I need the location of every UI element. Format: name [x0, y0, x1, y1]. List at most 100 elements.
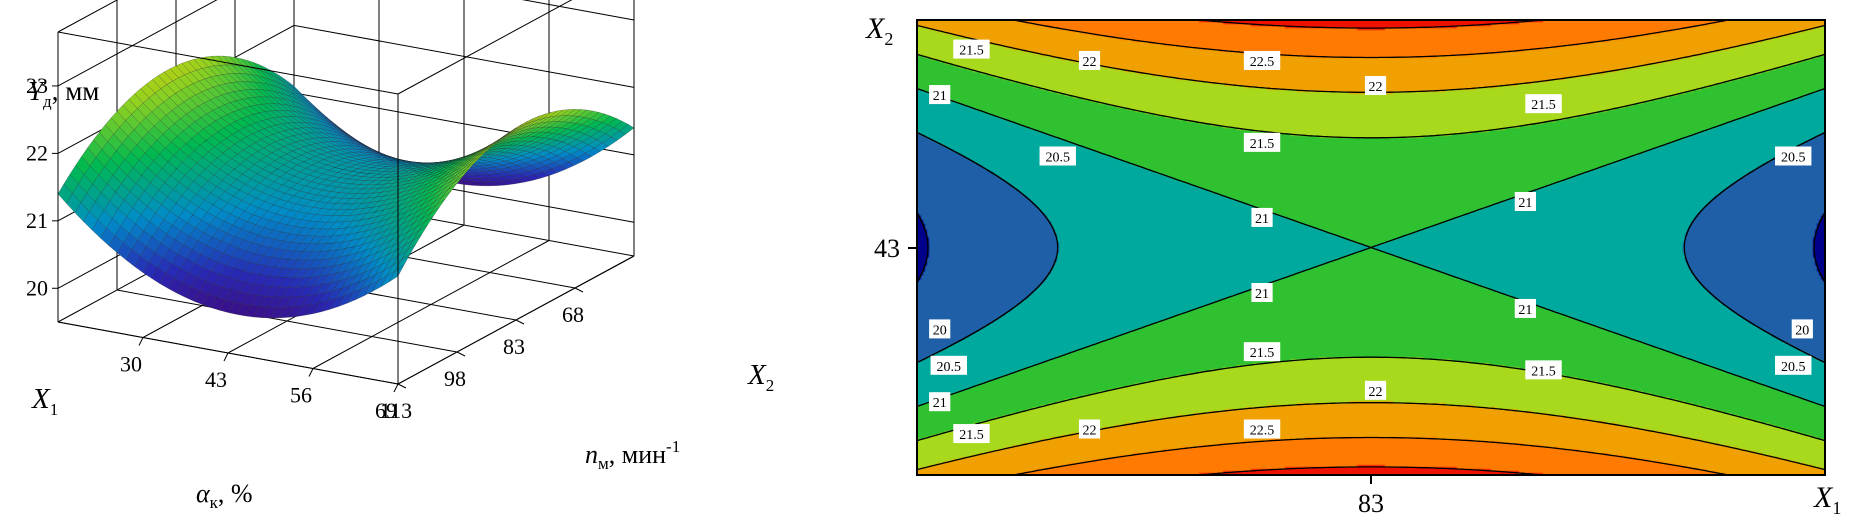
alpha-tick	[223, 352, 229, 362]
contour-label: 22.5	[1250, 55, 1275, 70]
y-tick-label-43: 43	[874, 234, 900, 263]
n-tick	[456, 351, 466, 357]
contour-label: 22	[1083, 424, 1097, 439]
contour-label-bg	[1364, 380, 1387, 400]
contour-label: 21.5	[1250, 346, 1275, 361]
contour-label: 20	[933, 323, 947, 338]
contour-line	[917, 356, 1825, 442]
contour-label-bg	[1243, 342, 1281, 362]
contour-label: 21	[933, 396, 947, 411]
surface-facet	[389, 265, 405, 282]
surface-chart: 20 21 22 23 30 43 56 69 68 83 98 113 Yд, мм X1 X2 α…	[26, 0, 774, 512]
surface-grid-line	[312, 240, 550, 369]
contour-label-bg	[1039, 146, 1076, 166]
n-tick	[397, 383, 407, 389]
z-tick-label: 20	[26, 275, 48, 300]
z-tick-label: 21	[26, 208, 48, 233]
contour-label-bg	[1514, 192, 1536, 211]
contour-label-bg	[1514, 298, 1536, 318]
contour-label: 20	[1795, 323, 1809, 338]
alpha-tick	[393, 383, 399, 393]
contour-labels: 21.5 22 22.5 22 21.5 21.5 21 20.5 20.5 21 21 20 21 21…	[929, 39, 1813, 444]
contour-label-bg	[1775, 146, 1812, 166]
contour-line	[1010, 20, 1732, 59]
contour-line	[1192, 466, 1550, 475]
alpha-axis-label: αк, %	[196, 479, 253, 512]
n-axis-label: nм, мин-1	[585, 437, 680, 473]
alpha-tick	[138, 337, 144, 346]
contour-label-bg	[1078, 419, 1101, 439]
contour-label-bg	[953, 39, 990, 59]
alpha-tick-label: 30	[120, 352, 142, 377]
contour-label: 21	[933, 89, 947, 104]
contour-label-bg	[929, 392, 951, 412]
x1-axis-label-3d: X1	[31, 383, 58, 419]
contour-label-bg	[1243, 419, 1281, 439]
contour-label: 21	[1255, 212, 1269, 227]
contour-lines	[917, 20, 1825, 475]
contour-label: 20.5	[1045, 151, 1070, 166]
contour-line	[917, 53, 1825, 139]
surface-box-edge	[397, 0, 573, 95]
contour-label: 22	[1369, 385, 1383, 400]
contour-label-bg	[1525, 94, 1562, 114]
surface-ticks: 20 21 22 23 30 43 56 69 68 83 98 113	[26, 73, 584, 423]
x2-axis-label-3d: X2	[747, 359, 774, 395]
contour-label: 21	[1255, 287, 1269, 302]
z-tick-label: 23	[26, 73, 48, 98]
contour-label: 21.5	[1531, 98, 1556, 113]
contour-label-bg	[1364, 75, 1387, 95]
contour-label: 20.5	[1781, 360, 1806, 375]
contour-label-bg	[929, 85, 951, 105]
contour-line	[917, 87, 1825, 249]
contour-label: 22.5	[1250, 424, 1275, 439]
contour-label-bg	[1525, 360, 1562, 380]
contour-line	[1010, 436, 1732, 475]
contour-line	[1683, 131, 1825, 364]
n-tick-label: 83	[503, 334, 525, 359]
n-tick-label: 68	[562, 302, 584, 327]
surface-box-edge	[57, 31, 399, 95]
contour-label: 20.5	[937, 360, 962, 375]
contour-label-bg	[1775, 355, 1812, 375]
x2-axis-label: X2	[865, 12, 893, 49]
contour-line	[1813, 211, 1825, 284]
x-tick-label-83: 83	[1358, 489, 1384, 518]
surface-mesh	[57, 55, 635, 319]
n-tick	[574, 287, 584, 293]
contour-label: 21	[1518, 196, 1532, 211]
alpha-tick-label: 43	[205, 367, 227, 392]
contour-label: 20.5	[1781, 151, 1806, 166]
contour-label-bg	[1243, 132, 1281, 152]
contour-label-bg	[953, 424, 990, 444]
contour-label: 21.5	[959, 428, 984, 443]
n-tick-label: 113	[380, 398, 412, 423]
contour-label: 22	[1083, 55, 1097, 70]
n-tick-label: 98	[444, 366, 466, 391]
x1-axis-label: X1	[1813, 481, 1841, 518]
contour-label-bg	[1243, 50, 1281, 70]
z-axis-label: Yд, мм	[28, 76, 99, 111]
contour-label: 21.5	[959, 44, 984, 59]
contour-label-bg	[1791, 319, 1813, 339]
alpha-tick-label: 69	[375, 398, 397, 423]
contour-line	[917, 402, 1825, 471]
contour-label: 21.5	[1250, 137, 1275, 152]
contour-label-bg	[929, 319, 951, 339]
surface-grid-line	[57, 0, 635, 87]
contour-label: 22	[1369, 80, 1383, 95]
contour-label-bg	[930, 355, 967, 375]
contour-label: 21.5	[1531, 364, 1556, 379]
contour-line	[917, 211, 929, 284]
contour-label-bg	[1251, 207, 1273, 227]
surface-box-edge	[57, 0, 119, 33]
contour-label-bg	[1078, 50, 1101, 70]
contour-chart: 21.5 22 22.5 22 21.5 21.5 21 20.5 20.5 21 21 20 21 21…	[865, 12, 1841, 518]
n-tick	[515, 319, 525, 325]
alpha-tick	[308, 368, 314, 377]
contour-line	[917, 131, 1059, 364]
contour-label: 21	[1518, 303, 1532, 318]
alpha-tick-label: 56	[290, 383, 312, 408]
contour-line	[1192, 20, 1550, 29]
